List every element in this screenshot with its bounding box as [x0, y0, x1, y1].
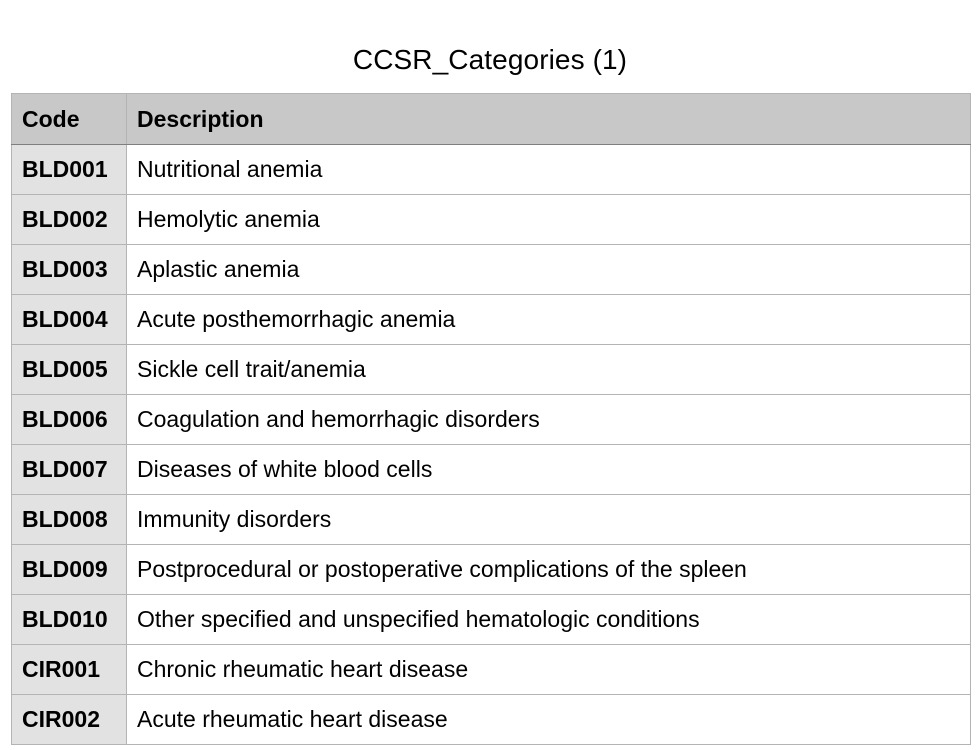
- description-cell[interactable]: Chronic rheumatic heart disease: [126, 644, 971, 695]
- code-cell[interactable]: BLD009: [11, 544, 127, 595]
- description-cell[interactable]: Other specified and unspecified hematolo…: [126, 594, 971, 645]
- column-header-code[interactable]: Code: [11, 93, 127, 145]
- table-row: BLD009 Postprocedural or postoperative c…: [11, 544, 971, 595]
- code-cell[interactable]: BLD010: [11, 594, 127, 645]
- description-cell[interactable]: Acute rheumatic heart disease: [126, 694, 971, 745]
- code-cell[interactable]: BLD008: [11, 494, 127, 545]
- table-row: CIR002 Acute rheumatic heart disease: [11, 694, 971, 745]
- table-row: BLD005 Sickle cell trait/anemia: [11, 344, 971, 395]
- code-cell[interactable]: CIR002: [11, 694, 127, 745]
- table-row: BLD006 Coagulation and hemorrhagic disor…: [11, 394, 971, 445]
- description-cell[interactable]: Hemolytic anemia: [126, 194, 971, 245]
- table-row: CIR001 Chronic rheumatic heart disease: [11, 644, 971, 695]
- description-cell[interactable]: Acute posthemorrhagic anemia: [126, 294, 971, 345]
- column-header-description[interactable]: Description: [126, 93, 971, 145]
- description-cell[interactable]: Diseases of white blood cells: [126, 444, 971, 495]
- description-cell[interactable]: Sickle cell trait/anemia: [126, 344, 971, 395]
- description-cell[interactable]: Postprocedural or postoperative complica…: [126, 544, 971, 595]
- code-cell[interactable]: CIR001: [11, 644, 127, 695]
- table-row: BLD003 Aplastic anemia: [11, 244, 971, 295]
- sheet-title: CCSR_Categories (1): [352, 44, 628, 75]
- table-row: BLD004 Acute posthemorrhagic anemia: [11, 294, 971, 345]
- code-cell[interactable]: BLD003: [11, 244, 127, 295]
- table-row: BLD002 Hemolytic anemia: [11, 194, 971, 245]
- code-cell[interactable]: BLD004: [11, 294, 127, 345]
- code-cell[interactable]: BLD005: [11, 344, 127, 395]
- code-cell[interactable]: BLD001: [11, 144, 127, 195]
- description-cell[interactable]: Coagulation and hemorrhagic disorders: [126, 394, 971, 445]
- description-cell[interactable]: Immunity disorders: [126, 494, 971, 545]
- description-cell[interactable]: Aplastic anemia: [126, 244, 971, 295]
- code-cell[interactable]: BLD006: [11, 394, 127, 445]
- ccsr-categories-table: Code Description BLD001 Nutritional anem…: [11, 93, 971, 745]
- header-row: Code Description: [11, 93, 971, 145]
- table-row: BLD008 Immunity disorders: [11, 494, 971, 545]
- table-row: BLD001 Nutritional anemia: [11, 144, 971, 195]
- description-cell[interactable]: Nutritional anemia: [126, 144, 971, 195]
- table-row: BLD007 Diseases of white blood cells: [11, 444, 971, 495]
- code-cell[interactable]: BLD007: [11, 444, 127, 495]
- code-cell[interactable]: BLD002: [11, 194, 127, 245]
- table-row: BLD010 Other specified and unspecified h…: [11, 594, 971, 645]
